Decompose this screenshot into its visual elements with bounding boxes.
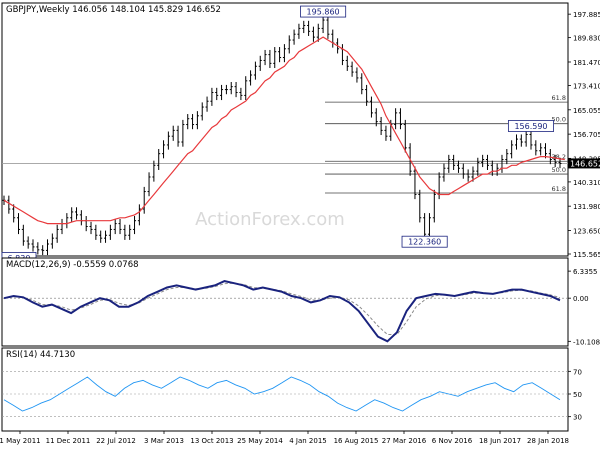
price-y-tick-label: 197.885 [573,11,600,19]
x-tick-label: 22 Jul 2012 [96,437,136,445]
x-axis-ticks: 1 May 2011 11 Dec 2011 22 Jul 2012 3 Mar 20… [0,431,569,445]
rsi-header: RSI(14) 44.7130 [6,350,75,360]
fib-level-label: 61.8 [552,94,566,102]
fib-level-label: 50.0 [552,166,566,174]
price-annotation-box [300,5,347,18]
macd-y-tick-label: 6.3355 [573,268,598,276]
price-annotation-box [401,235,448,248]
price-y-tick-label: 140.310 [573,179,600,187]
price-annotation-label: 122.360 [408,238,441,247]
x-tick-label: 3 Mar 2013 [144,437,184,445]
macd-panel-frame [1,257,569,347]
rsi-y-tick-label: 30 [573,414,582,422]
rsi-y-tick-label: 50 [573,391,582,399]
current-price-label: 146.652 [570,159,600,168]
macd-signal-line [3,282,561,335]
watermark: ActionForex.com [195,209,345,230]
macd-y-ticks: 6.3355 0.00 -10.1082 [568,268,600,346]
price-annotation-label: 195.860 [307,8,340,17]
rsi-panel-frame [1,347,569,432]
price-y-tick-label: 173.410 [573,82,600,90]
macd-y-tick-label: -10.1082 [573,338,600,346]
price-y-tick-label: 123.650 [573,227,600,235]
price-y-tick-label: 181.470 [573,59,600,67]
rsi-line [3,376,561,412]
fib-level-label: 38.2 [552,153,566,161]
x-tick-label: 27 Mar 2016 [382,437,427,445]
x-tick-label: 11 Dec 2011 [46,437,91,445]
macd-y-tick-label: 0.00 [573,295,589,303]
price-header: GBPJPY,Weekly 146.056 148.104 145.829 14… [6,5,221,15]
x-tick-label: 28 Jan 2018 [527,437,569,445]
macd-panel: MACD(12,26,9) -0.5559 0.0768 6.3355 0.00 -… [1,257,600,347]
x-tick-label: 16 Aug 2015 [334,437,379,445]
rsi-y-ticks: 70 50 30 [568,368,582,422]
price-panel-frame [1,2,569,257]
macd-header: MACD(12,26,9) -0.5559 0.0768 [6,260,139,270]
price-panel: GBPJPY,Weekly 146.056 148.104 145.829 14… [1,2,600,264]
macd-line [3,280,561,343]
current-price-box [568,158,600,169]
price-annotation-label: 156.590 [514,122,547,131]
price-annotation-box [507,120,554,132]
price-y-tick-label: 115.565 [573,251,600,259]
x-tick-label: 1 May 2011 [0,437,41,445]
rsi-y-tick-label: 70 [573,368,582,376]
price-y-tick-label: 165.055 [573,107,600,115]
price-y-tick-label: 189.830 [573,35,600,43]
x-tick-label: 6 Nov 2016 [432,437,473,445]
fib-levels: 61.8 50.0 38.2 50.0 61.8 [325,94,568,194]
price-y-tick-label: 156.705 [573,131,600,139]
rsi-panel: RSI(14) 44.7130 70 50 30 [1,347,582,432]
x-tick-label: 13 Oct 2013 [190,437,233,445]
moving-average-line [3,36,565,225]
x-tick-label: 4 Jan 2015 [289,437,327,445]
price-series [2,15,562,256]
price-y-tick-label: 131.980 [573,203,600,211]
fib-level-label: 50.0 [552,116,566,124]
fib-level-label: 61.8 [552,185,566,193]
x-tick-label: 18 Jun 2017 [479,437,521,445]
x-tick-label: 25 May 2014 [237,437,283,445]
